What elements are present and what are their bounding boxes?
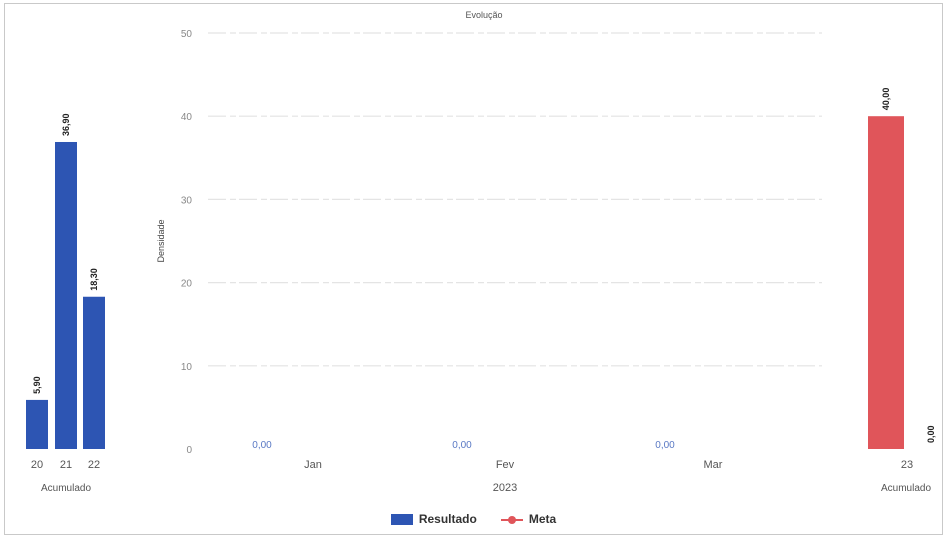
main-group-label: 2023 xyxy=(493,482,517,494)
chart-frame xyxy=(4,3,943,535)
y-tick-label: 10 xyxy=(181,362,193,373)
left-bar xyxy=(55,141,77,449)
meta-swatch-icon xyxy=(500,514,523,525)
left-x-tick-label: 21 xyxy=(60,459,72,471)
left-x-tick-label: 20 xyxy=(31,459,43,471)
legend-item-resultado[interactable]: Resultado xyxy=(390,512,477,526)
left-bar-value-label: 36,90 xyxy=(61,113,71,136)
right-x-tick-label: 23 xyxy=(901,459,913,471)
left-x-tick-label: 22 xyxy=(88,459,100,471)
main-bar-value-label: 0,00 xyxy=(655,440,675,451)
y-tick-label: 30 xyxy=(181,195,193,206)
left-bar xyxy=(83,296,105,449)
left-bar-value-label: 5,90 xyxy=(32,376,42,394)
main-x-tick-label: Mar xyxy=(704,459,723,471)
main-bar-value-label: 0,00 xyxy=(252,440,272,451)
main-bar-value-label: 0,00 xyxy=(452,440,472,451)
y-tick-label: 50 xyxy=(181,29,193,40)
chart-title: Evolução xyxy=(465,10,502,20)
main-x-tick-label: Jan xyxy=(304,459,322,471)
legend-label-resultado: Resultado xyxy=(418,512,477,526)
left-bar-value-label: 18,30 xyxy=(89,268,99,291)
y-tick-label: 40 xyxy=(181,112,193,123)
left-bar xyxy=(26,399,48,449)
legend: Resultado Meta xyxy=(0,512,947,526)
y-tick-label: 0 xyxy=(186,445,192,456)
y-tick-label: 20 xyxy=(181,279,193,290)
left-group-label: Acumulado xyxy=(41,483,91,494)
right-resultado-value-label: 0,00 xyxy=(926,425,936,443)
resultado-swatch-icon xyxy=(390,513,413,525)
main-x-tick-label: Fev xyxy=(496,459,515,471)
y-axis-label: Densidade xyxy=(156,219,166,262)
legend-item-meta[interactable]: Meta xyxy=(500,512,557,526)
right-meta-bar xyxy=(868,116,904,449)
right-meta-value-label: 40,00 xyxy=(881,88,891,111)
right-group-label: Acumulado xyxy=(881,483,931,494)
legend-label-meta: Meta xyxy=(528,512,557,526)
